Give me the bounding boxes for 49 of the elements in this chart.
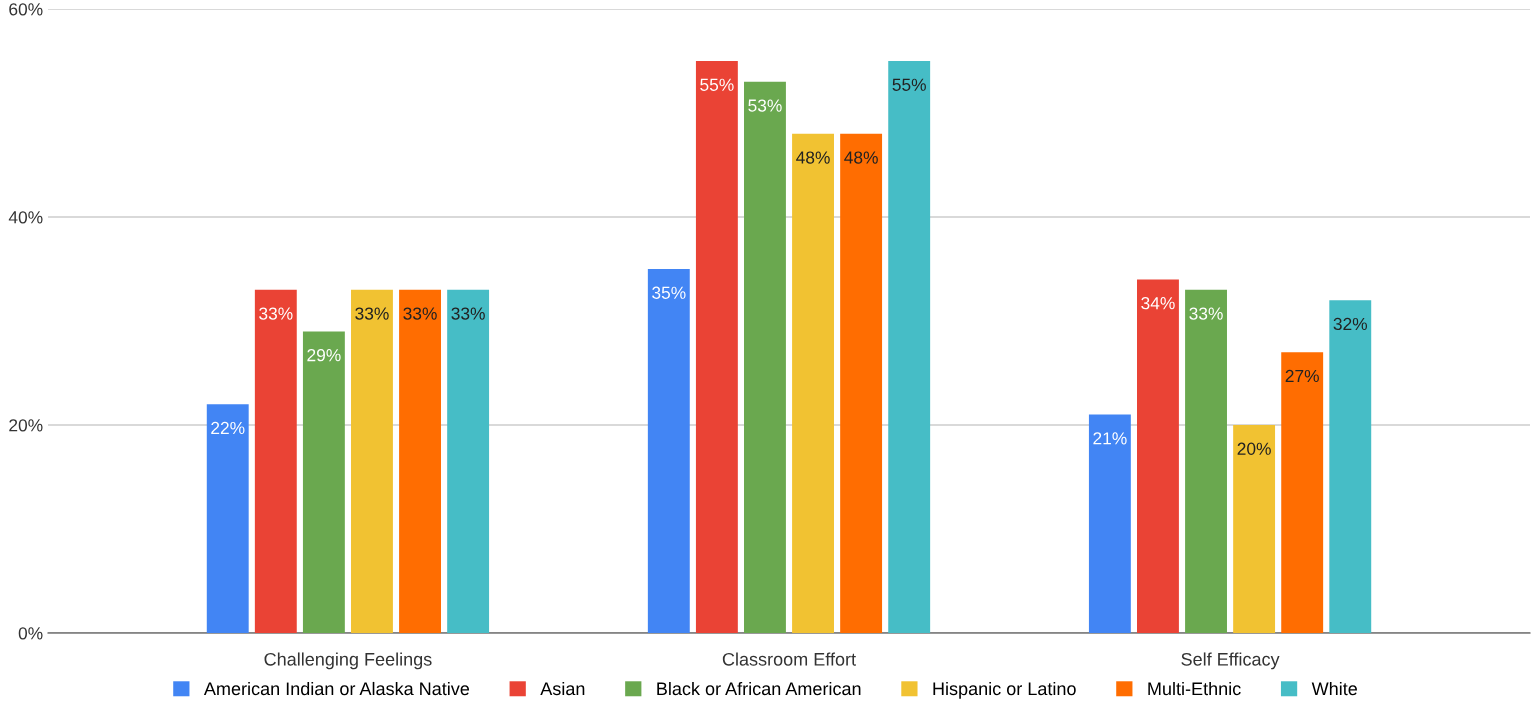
data-label: 48%: [844, 151, 878, 164]
legend-label: Asian: [540, 681, 585, 696]
data-label: 33%: [1189, 307, 1223, 320]
data-label: 33%: [355, 307, 389, 320]
y-tick-label: 40%: [8, 211, 43, 224]
legend-label: Black or African American: [657, 681, 861, 696]
data-label: 48%: [796, 151, 830, 164]
bar: [792, 133, 834, 633]
bar: [399, 289, 441, 633]
bar: [647, 269, 690, 633]
x-tick-label: Classroom Effort: [722, 652, 856, 666]
legend-label: Hispanic or Latino: [933, 681, 1076, 699]
bar: [695, 61, 738, 633]
data-label: 27%: [1285, 369, 1319, 383]
data-label: 53%: [748, 99, 782, 112]
bar: [447, 289, 490, 633]
bar: [840, 133, 883, 633]
data-label: 33%: [451, 307, 485, 320]
bar: [302, 331, 345, 633]
data-label: 55%: [892, 78, 926, 91]
bar: [254, 289, 297, 633]
data-label: 34%: [1141, 297, 1175, 310]
y-tick-label: 60%: [9, 3, 43, 16]
bar: [1281, 352, 1324, 633]
bar: [1088, 414, 1131, 633]
data-label: 33%: [259, 307, 293, 320]
y-tick-label: 20%: [9, 419, 43, 432]
bar: [1137, 279, 1179, 633]
bar: [1185, 289, 1227, 633]
data-label: 33%: [403, 307, 437, 320]
bar: [206, 404, 249, 633]
data-label: 22%: [211, 421, 245, 435]
bar: [1329, 300, 1372, 633]
data-label: 20%: [1237, 442, 1271, 455]
data-label: 55%: [700, 78, 734, 91]
data-label: 29%: [307, 349, 341, 362]
legend-label: American Indian or Alaska Native: [203, 681, 470, 696]
legend-label: Multi-Ethnic: [1148, 681, 1241, 696]
y-tick-label: 0%: [18, 627, 43, 640]
data-label: 21%: [1093, 432, 1127, 445]
bar: [351, 289, 393, 633]
x-tick-label: Self Efficacy: [1181, 652, 1280, 670]
bar: [1233, 425, 1276, 633]
bar: [888, 61, 931, 633]
bar: [744, 81, 786, 633]
legend-label: White: [1311, 681, 1357, 696]
data-label: 32%: [1333, 317, 1368, 331]
x-tick-label: Challenging Feelings: [264, 652, 432, 670]
data-label: 35%: [652, 286, 686, 299]
